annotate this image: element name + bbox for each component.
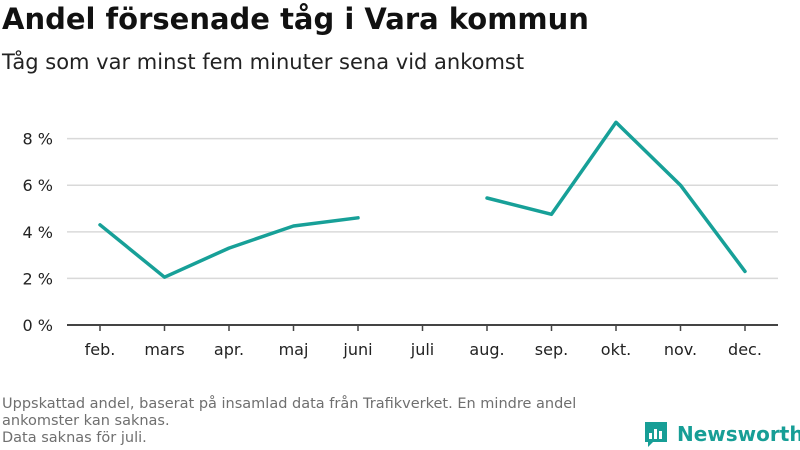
series-line-0-segment-0 [98,216,360,279]
x-tick-label-6: aug. [469,340,504,359]
x-tick-label-9: nov. [664,340,697,359]
line-chart: 0 % 2 % 4 % 6 % 8 % feb. mars apr. maj juni juli a… [23,120,778,359]
x-tick-label-7: sep. [535,340,568,359]
y-axis-ticks: 0 % 2 % 4 % 6 % 8 % [23,130,53,335]
chart-title: Andel försenade tåg i Vara kommun [2,2,589,36]
y-tick-label-0: 0 % [23,316,53,335]
grid-layer [67,137,778,280]
y-tick-label-8: 8 % [23,130,53,149]
x-tick-label-2: apr. [214,340,244,359]
chart-notes: Uppskattad andel, baserat på insamlad da… [2,396,642,447]
series-lines [98,120,747,279]
x-tick-label-1: mars [144,340,184,359]
brand-logo: Newsworthy [643,419,800,449]
x-tick-label-3: maj [279,340,309,359]
bar-chart-logo-icon [645,422,667,447]
y-tick-label-2: 2 % [23,269,53,288]
note-missing-data: Data saknas för juli. [2,430,147,446]
y-tick-label-4: 4 % [23,223,53,242]
chart-subtitle: Tåg som var minst fem minuter sena vid a… [2,50,525,74]
series-line-0-segment-1 [485,120,747,274]
brand-name: Newsworthy [677,422,800,446]
x-tick-label-4: juni [342,340,372,359]
x-tick-label-0: feb. [85,340,116,359]
x-tick-label-5: juli [410,340,434,359]
note-source: Uppskattad andel, baserat på insamlad da… [2,396,577,429]
x-axis: feb. mars apr. maj juni juli aug. sep. okt. nov. d… [67,324,778,359]
x-tick-label-10: dec. [728,340,762,359]
x-tick-label-8: okt. [601,340,631,359]
y-tick-label-6: 6 % [23,176,53,195]
